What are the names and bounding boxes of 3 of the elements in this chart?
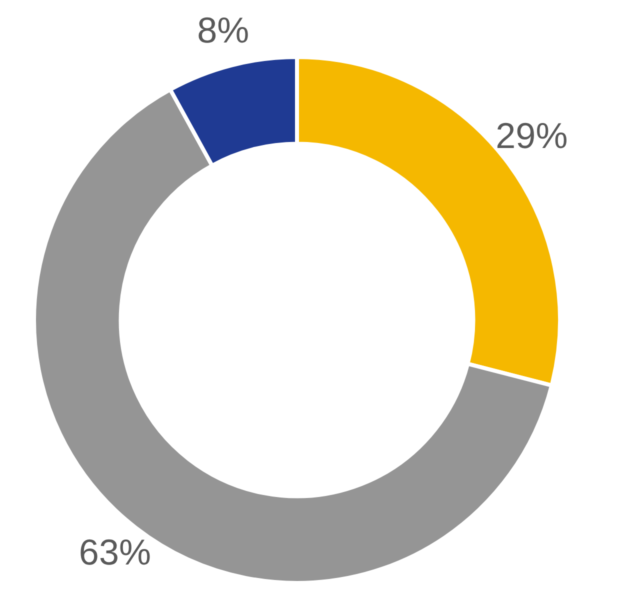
data-label: 63%	[78, 532, 151, 573]
data-label: 8%	[197, 9, 250, 50]
data-label: 29%	[496, 114, 568, 156]
